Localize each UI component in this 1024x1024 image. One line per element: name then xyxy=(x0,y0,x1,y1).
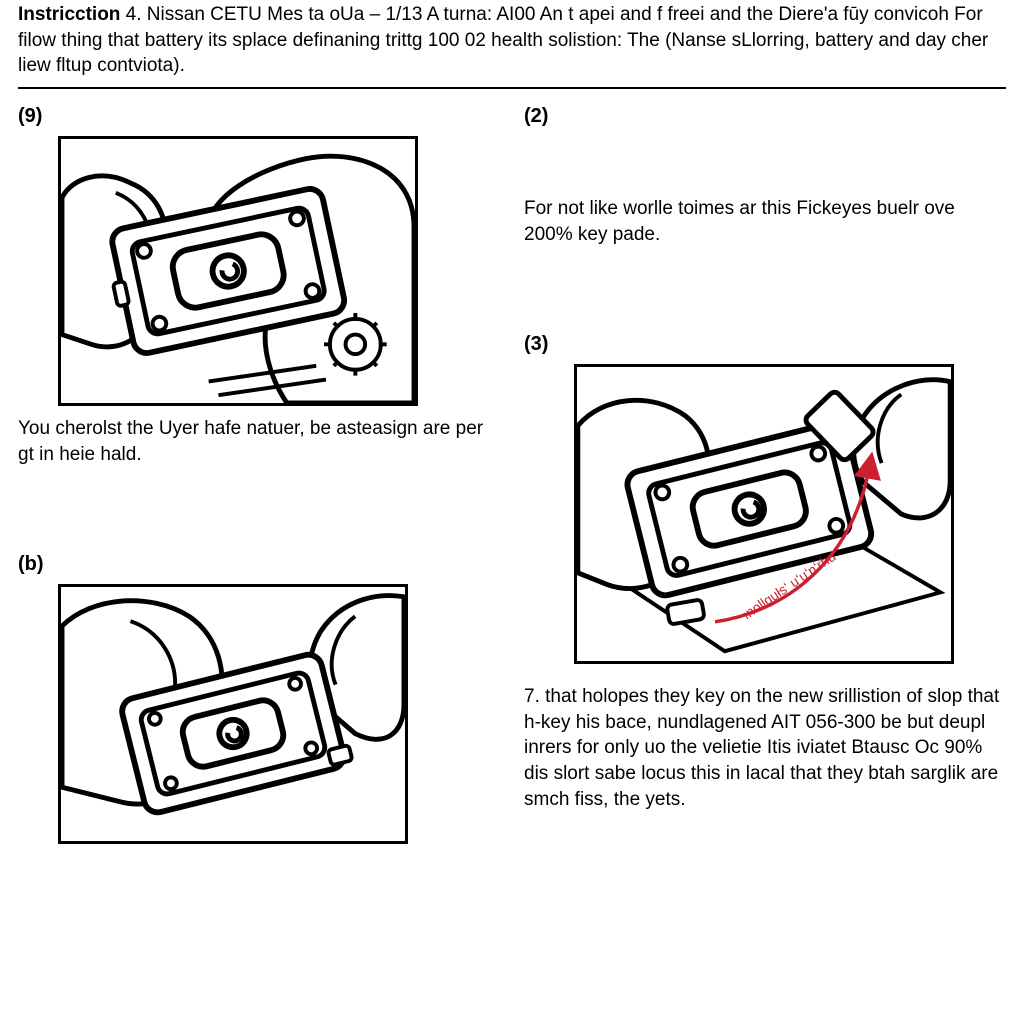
keyfob-pry-icon xyxy=(61,587,405,841)
step-7-text: 7. that holopes they key on the new sril… xyxy=(524,684,1006,812)
page-header: Instricction 4. Nissan CETU Mes ta oUa –… xyxy=(18,0,1006,89)
header-bold: Instricction xyxy=(18,4,120,25)
step-2-text: For not like worlle toimes ar this Ficke… xyxy=(524,196,1006,247)
right-column: (2) For not like worlle toimes ar this F… xyxy=(524,99,1006,844)
step-9-caption: You cherolst the Uyer hafe natuer, be as… xyxy=(18,416,500,467)
step-3-label: (3) xyxy=(524,333,1006,356)
step-2-label: (2) xyxy=(524,105,1006,128)
two-column-layout: (9) xyxy=(18,99,1006,844)
left-column: (9) xyxy=(18,99,500,844)
instruction-page: Instricction 4. Nissan CETU Mes ta oUa –… xyxy=(0,0,1024,862)
header-rest: 4. Nissan CETU Mes ta oUa – 1/13 A turna… xyxy=(18,4,988,76)
step-9-label: (9) xyxy=(18,105,500,128)
keyfob-lift-cover-icon: ınollgułsʻ uʻuʻnʻrhu xyxy=(577,367,951,661)
step-b-label: (b) xyxy=(18,553,500,576)
keyfob-held-icon xyxy=(61,139,415,403)
illustration-step-9 xyxy=(58,136,418,406)
illustration-step-3: ınollgułsʻ uʻuʻnʻrhu xyxy=(574,364,954,664)
illustration-step-b xyxy=(58,584,408,844)
